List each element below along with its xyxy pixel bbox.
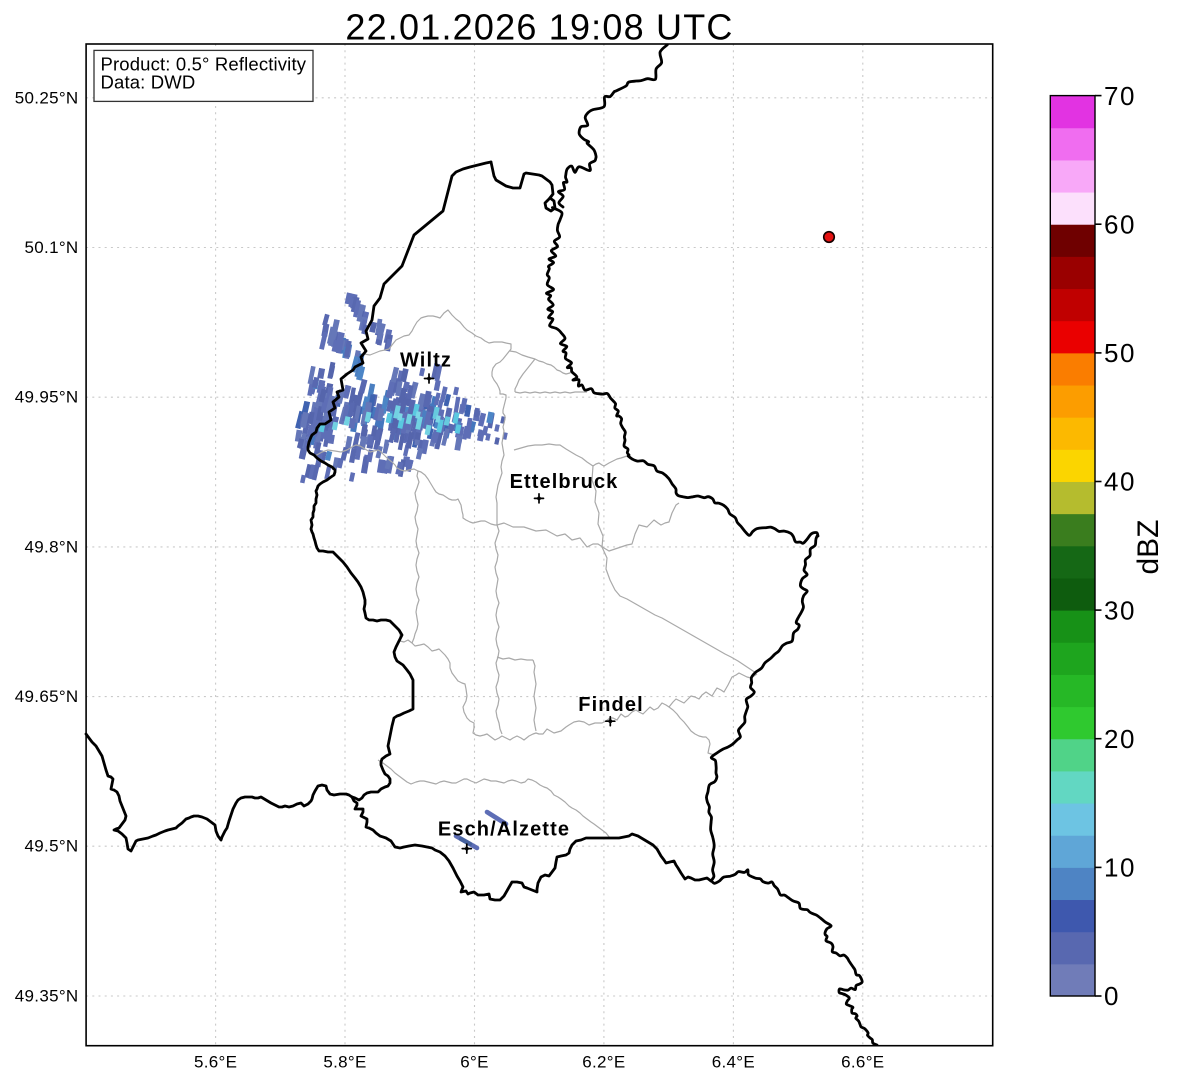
svg-text:49.95°N: 49.95°N — [15, 388, 79, 407]
svg-text:49.35°N: 49.35°N — [15, 987, 79, 1006]
svg-text:Data: DWD: Data: DWD — [101, 72, 196, 93]
svg-text:30: 30 — [1104, 595, 1136, 625]
svg-text:50.25°N: 50.25°N — [15, 88, 79, 107]
svg-text:50: 50 — [1104, 338, 1136, 368]
svg-text:49.5°N: 49.5°N — [25, 837, 79, 856]
svg-text:Ettelbruck: Ettelbruck — [510, 471, 619, 493]
svg-text:5.8°E: 5.8°E — [323, 1053, 366, 1072]
svg-text:60: 60 — [1104, 209, 1136, 239]
svg-text:6.6°E: 6.6°E — [841, 1053, 884, 1072]
svg-text:22.01.2026 19:08 UTC: 22.01.2026 19:08 UTC — [345, 7, 733, 48]
svg-text:6°E: 6°E — [460, 1053, 489, 1072]
svg-text:6.2°E: 6.2°E — [582, 1053, 625, 1072]
svg-text:70: 70 — [1104, 81, 1136, 111]
svg-text:49.8°N: 49.8°N — [25, 537, 79, 556]
svg-text:6.4°E: 6.4°E — [712, 1053, 755, 1072]
svg-text:dBZ: dBZ — [1132, 519, 1165, 574]
svg-text:Product: 0.5° Reflectivity: Product: 0.5° Reflectivity — [101, 53, 307, 74]
svg-text:5.6°E: 5.6°E — [194, 1053, 237, 1072]
svg-text:40: 40 — [1104, 467, 1136, 497]
svg-text:0: 0 — [1104, 981, 1120, 1011]
svg-text:50.1°N: 50.1°N — [25, 238, 79, 257]
svg-text:20: 20 — [1104, 724, 1136, 754]
svg-text:Wiltz: Wiltz — [400, 350, 452, 372]
svg-text:Findel: Findel — [578, 694, 644, 716]
svg-text:49.65°N: 49.65°N — [15, 687, 79, 706]
svg-text:Esch/Alzette: Esch/Alzette — [438, 819, 570, 841]
svg-text:10: 10 — [1104, 853, 1136, 883]
